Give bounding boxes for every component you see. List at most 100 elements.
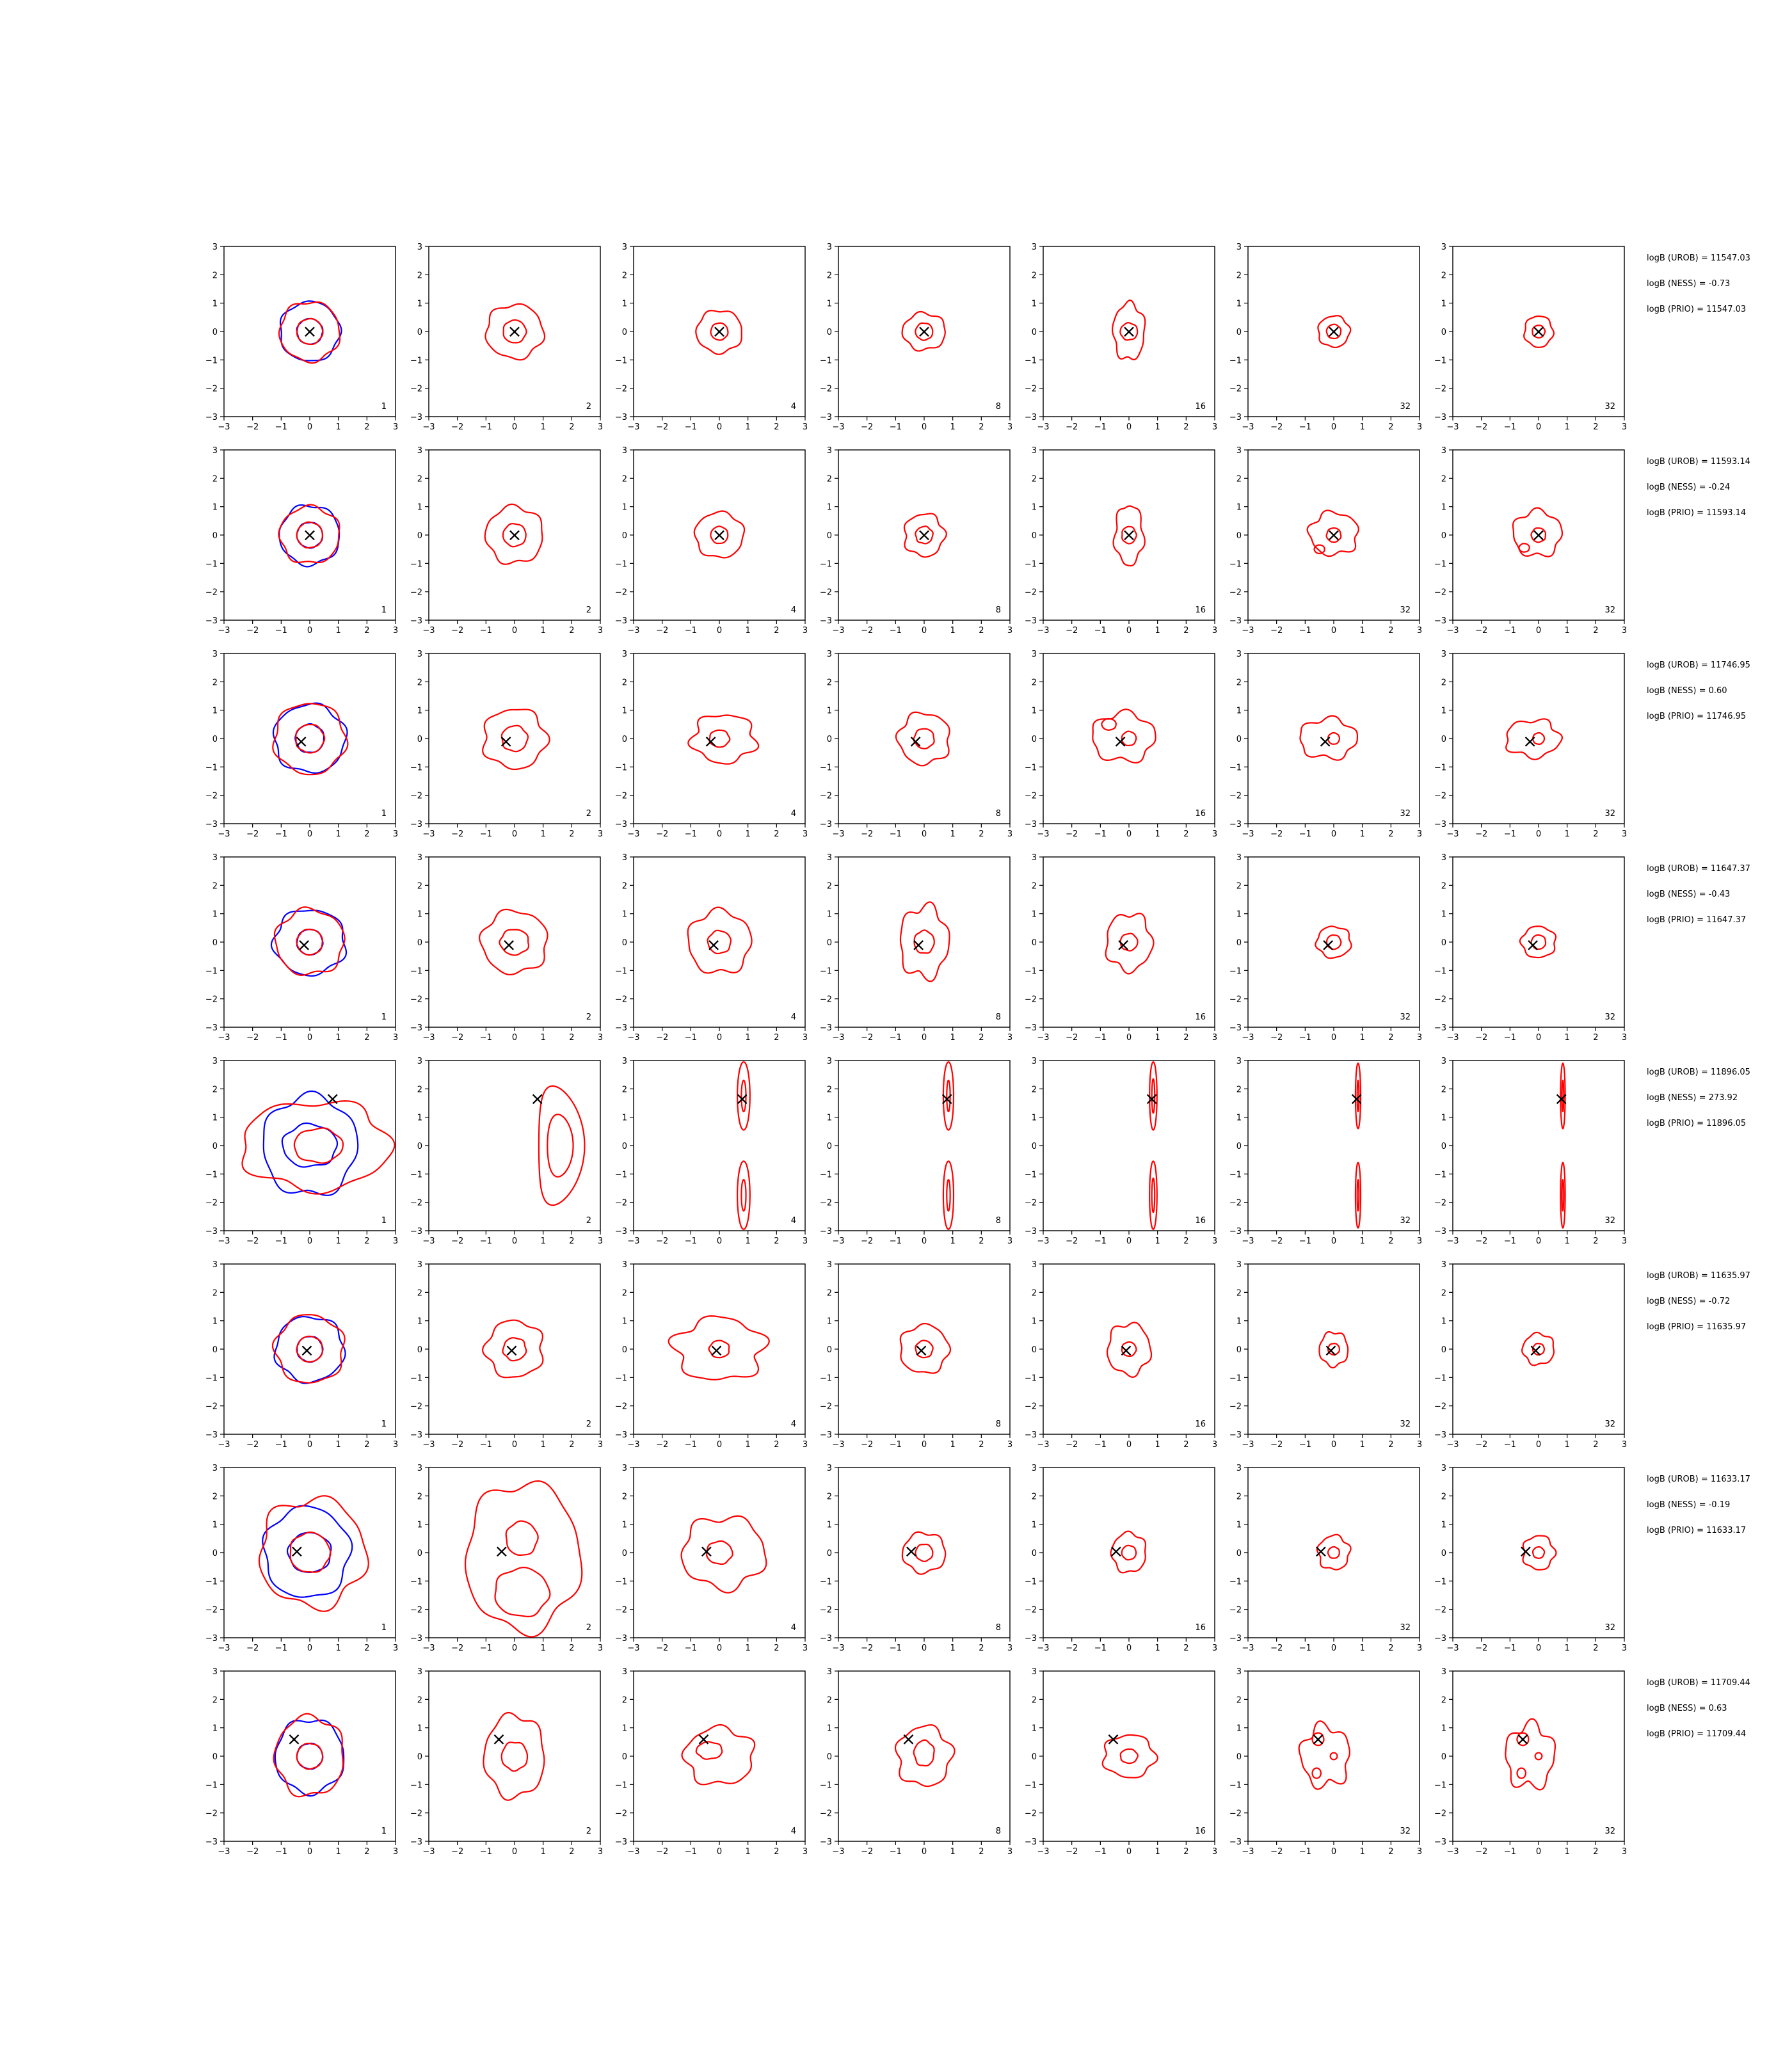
subplot-r5-c6: −3 −2 −1 0 1 2 3 −3 −2 −1 0 1 2 3 × 32 [1229, 1057, 1422, 1246]
x-tick-label: 1 [1155, 1440, 1160, 1450]
x-tick-label: −2 [246, 626, 259, 636]
contour-line [1119, 932, 1139, 952]
x-tick-label: −1 [1504, 1644, 1516, 1653]
y-tick-label: −3 [1229, 1227, 1242, 1236]
x-tick-label: −1 [1299, 626, 1311, 636]
y-tick-label: 0 [212, 1752, 218, 1762]
x-tick-label: −3 [1242, 1847, 1254, 1857]
panel-label: 8 [996, 402, 1001, 412]
y-tick-label: −2 [410, 792, 422, 801]
true-value-marker: × [916, 524, 931, 545]
x-tick-label: 0 [1331, 1033, 1336, 1043]
contour-line [1516, 1732, 1530, 1747]
x-tick-label: −3 [1242, 1644, 1254, 1653]
y-tick-label: 1 [1441, 300, 1446, 309]
logb-annotation: logB (UROB) = 11896.05 [1647, 1068, 1750, 1077]
panel-label: 32 [1604, 605, 1615, 615]
x-tick-label: 2 [774, 422, 779, 432]
true-value-marker: × [499, 730, 513, 751]
true-value-marker: × [492, 1728, 506, 1749]
y-tick-label: 1 [1441, 1724, 1446, 1734]
true-value-marker: × [911, 934, 925, 955]
contour-line [1121, 1544, 1137, 1561]
contour-line [502, 1337, 527, 1362]
y-tick-label: 3 [417, 1057, 422, 1066]
y-tick-label: 3 [212, 446, 218, 456]
true-value-marker: × [1106, 1728, 1121, 1749]
x-tick-label: 0 [512, 829, 517, 839]
x-tick-label: 0 [717, 422, 722, 432]
x-tick-label: −1 [275, 829, 287, 839]
y-tick-label: −3 [820, 1634, 832, 1644]
y-tick-label: −2 [615, 995, 627, 1005]
x-tick-label: −1 [1094, 1847, 1107, 1857]
y-tick-label: 0 [827, 1345, 832, 1355]
y-tick-label: −2 [205, 792, 218, 801]
x-tick-label: 2 [1183, 1644, 1188, 1653]
y-tick-label: −3 [615, 1430, 627, 1440]
x-tick-label: 3 [393, 1033, 398, 1043]
y-tick-label: −1 [1434, 1373, 1446, 1383]
x-tick-label: −3 [218, 829, 230, 839]
contour-line [1522, 1535, 1557, 1571]
y-tick-label: 0 [417, 1345, 422, 1355]
x-tick-label: 0 [1536, 422, 1541, 432]
contour-line [271, 1314, 346, 1384]
y-tick-label: 2 [417, 1085, 422, 1094]
y-tick-label: −1 [1434, 356, 1446, 365]
x-tick-label: 1 [1155, 626, 1160, 636]
x-tick-label: −1 [275, 1236, 287, 1246]
y-tick-label: −2 [205, 1402, 218, 1412]
subplot-r6-c6: −3 −2 −1 0 1 2 3 −3 −2 −1 0 1 2 3 × 32 [1229, 1260, 1422, 1450]
subplot-r1-c1: −3 −2 −1 0 1 2 3 −3 −2 −1 0 1 2 3 × 1 [205, 243, 398, 432]
true-value-marker: × [1311, 1728, 1325, 1749]
y-tick-label: 2 [1032, 881, 1037, 891]
x-tick-label: −1 [480, 1440, 492, 1450]
subplot-r3-c1: −3 −2 −1 0 1 2 3 −3 −2 −1 0 1 2 3 × 1 [205, 650, 398, 839]
true-value-marker: × [1531, 524, 1546, 545]
contour-line [1356, 1179, 1360, 1212]
subplot-row-2: −3 −2 −1 0 1 2 3 −3 −2 −1 0 1 2 3 × 1 −3 −2 −1 0 1 2 3 −3 −2 −1 0 1… [205, 446, 1750, 636]
subplot-r1-c5: −3 −2 −1 0 1 2 3 −3 −2 −1 0 1 2 3 × 16 [1025, 243, 1217, 432]
x-tick-label: 3 [1622, 1644, 1627, 1653]
x-tick-label: −3 [1242, 626, 1254, 636]
true-value-marker: × [1554, 1088, 1569, 1109]
y-tick-label: 0 [827, 531, 832, 541]
y-tick-label: 3 [417, 1464, 422, 1473]
contour-line [296, 521, 324, 549]
y-tick-label: −1 [615, 1780, 627, 1790]
contours [273, 1713, 345, 1798]
y-tick-label: 1 [212, 300, 218, 309]
y-tick-label: −2 [820, 1199, 832, 1208]
x-tick-label: −1 [890, 829, 902, 839]
y-tick-label: 3 [1441, 1057, 1446, 1066]
y-tick-label: 0 [827, 735, 832, 744]
subplot-r4-c5: −3 −2 −1 0 1 2 3 −3 −2 −1 0 1 2 3 × 16 [1025, 853, 1217, 1043]
y-tick-label: −3 [1229, 413, 1242, 422]
x-tick-label: 1 [950, 1033, 956, 1043]
y-tick-label: −2 [1025, 385, 1037, 394]
contours [894, 1724, 956, 1788]
true-value-marker: × [904, 1540, 918, 1562]
panel-label: 1 [381, 1216, 387, 1226]
axes-frame [1043, 1060, 1215, 1231]
y-tick-label: −1 [1025, 1373, 1037, 1383]
x-tick-label: 3 [1622, 829, 1627, 839]
y-tick-label: −1 [1025, 559, 1037, 569]
x-tick-label: 2 [1388, 422, 1393, 432]
x-tick-label: −2 [1066, 626, 1078, 636]
contour-line [680, 1515, 767, 1594]
x-tick-label: 3 [1622, 1033, 1627, 1043]
x-tick-label: 0 [1331, 1440, 1336, 1450]
x-tick-label: −2 [656, 422, 668, 432]
x-tick-label: 1 [336, 1236, 341, 1246]
y-tick-label: −2 [615, 1809, 627, 1819]
x-tick-label: −3 [218, 1033, 230, 1043]
y-tick-label: −1 [205, 559, 218, 569]
x-tick-label: −2 [656, 1644, 668, 1653]
x-tick-label: 2 [979, 829, 984, 839]
true-value-marker: × [1144, 1088, 1159, 1109]
contour-line [710, 322, 729, 341]
